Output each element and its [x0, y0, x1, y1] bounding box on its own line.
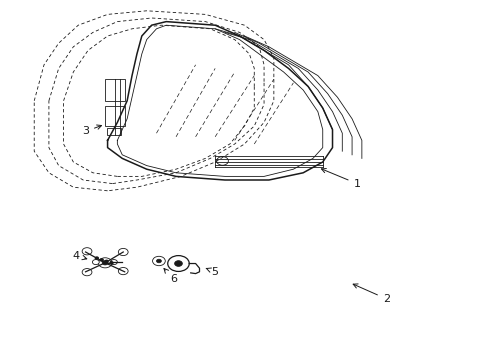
Circle shape — [174, 261, 182, 266]
Circle shape — [100, 259, 103, 261]
Circle shape — [82, 248, 92, 255]
Circle shape — [110, 262, 113, 264]
Circle shape — [95, 257, 98, 259]
Circle shape — [152, 256, 165, 266]
Text: 4: 4 — [72, 251, 86, 261]
Circle shape — [82, 269, 92, 276]
Circle shape — [110, 260, 117, 265]
Text: 1: 1 — [321, 168, 360, 189]
Text: 3: 3 — [82, 125, 102, 136]
Circle shape — [156, 259, 161, 263]
Circle shape — [216, 157, 228, 165]
Text: 5: 5 — [206, 267, 218, 277]
Circle shape — [92, 260, 99, 265]
Text: 2: 2 — [352, 284, 389, 304]
Circle shape — [102, 261, 108, 265]
FancyBboxPatch shape — [105, 106, 124, 126]
FancyBboxPatch shape — [105, 79, 124, 101]
Circle shape — [118, 248, 128, 256]
Bar — [106, 128, 121, 135]
Circle shape — [98, 258, 112, 268]
Circle shape — [105, 260, 108, 262]
Text: 6: 6 — [163, 269, 177, 284]
Circle shape — [167, 256, 189, 271]
Circle shape — [118, 267, 128, 275]
